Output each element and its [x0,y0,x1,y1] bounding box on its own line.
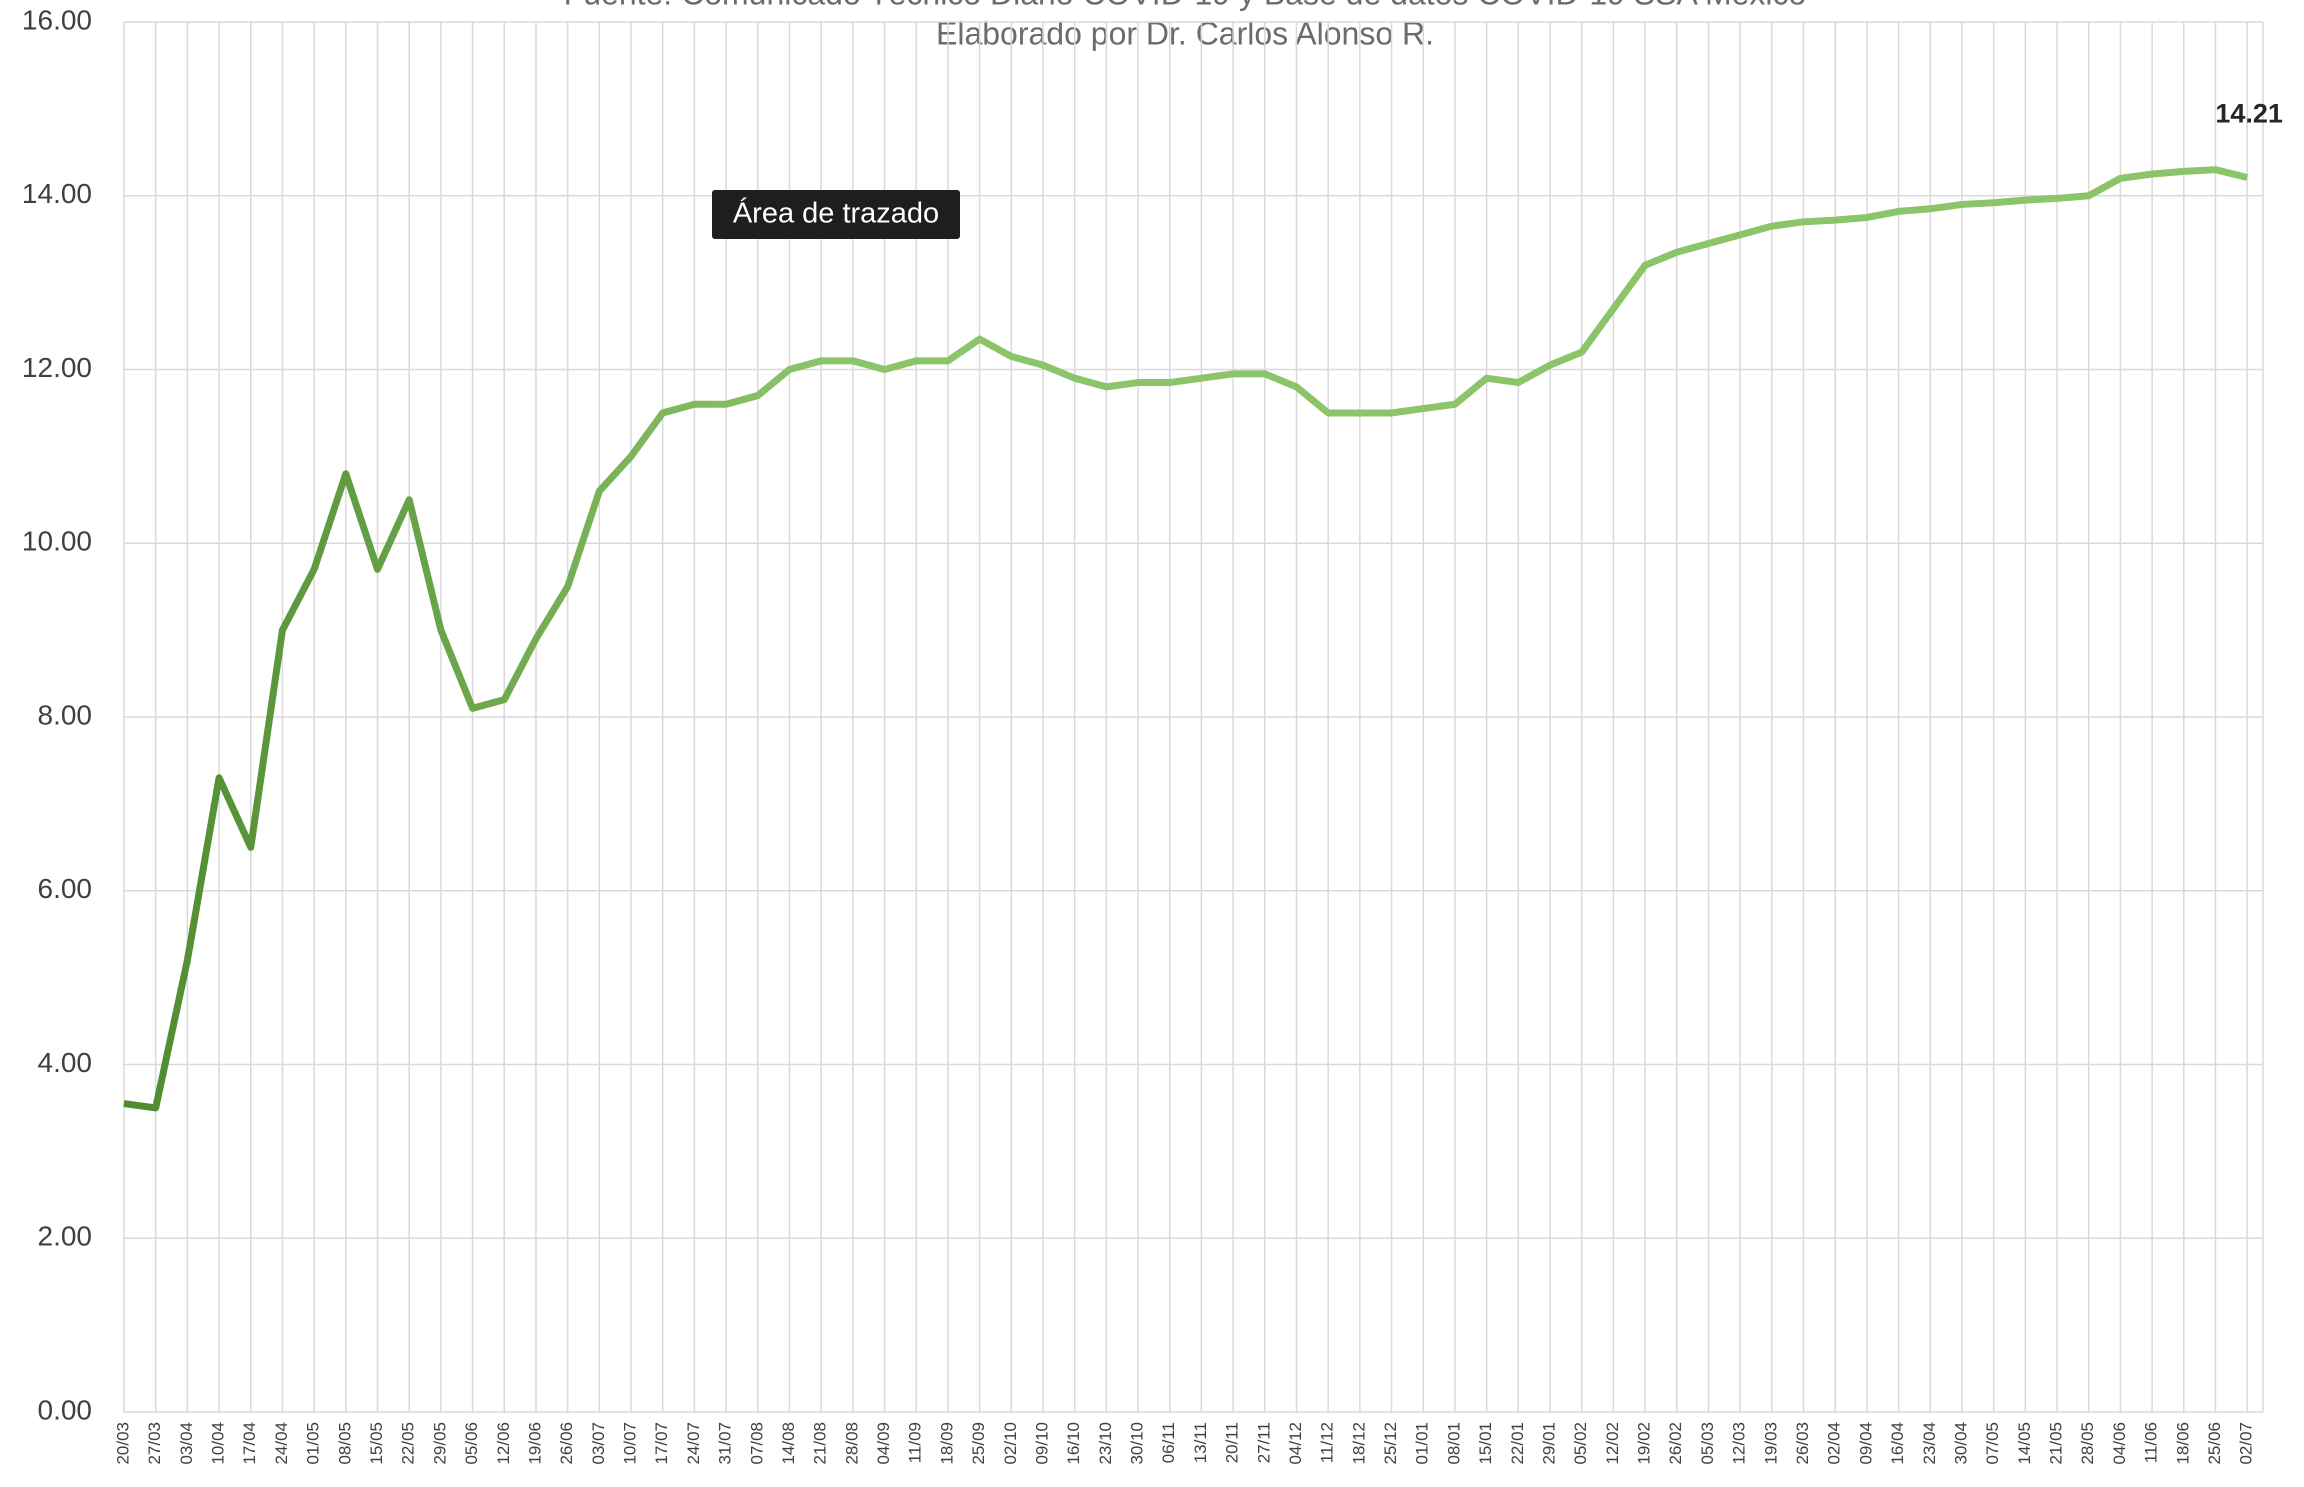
x-tick-label: 15/05 [367,1422,386,1465]
y-tick-label: 0.00 [38,1394,93,1425]
x-tick-label: 25/09 [969,1422,988,1465]
x-tick-label: 31/07 [716,1422,735,1465]
x-tick-label: 16/04 [1888,1422,1907,1465]
x-tick-label: 17/04 [240,1422,259,1465]
y-tick-label: 2.00 [38,1221,93,1252]
x-tick-label: 02/04 [1825,1422,1844,1465]
y-tick-label: 6.00 [38,873,93,904]
x-tick-label: 18/09 [937,1422,956,1465]
x-tick-label: 02/10 [1001,1422,1020,1465]
x-tick-label: 12/03 [1730,1422,1749,1465]
tooltip-text: Área de trazado [733,197,939,230]
series-line [123,166,2248,1112]
x-tick-label: 14/08 [779,1422,798,1465]
x-tick-label: 18/12 [1349,1422,1368,1465]
x-tick-label: 24/07 [684,1422,703,1465]
x-tick-label: 22/05 [399,1422,418,1465]
x-tick-label: 19/03 [1761,1422,1780,1465]
x-tick-label: 05/06 [462,1422,481,1465]
x-tick-label: 23/04 [1920,1422,1939,1465]
x-tick-label: 07/05 [1983,1422,2002,1465]
x-tick-label: 25/06 [2205,1422,2224,1465]
x-tick-label: 26/03 [1793,1422,1812,1465]
x-tick-label: 29/05 [430,1422,449,1465]
x-tick-label: 21/08 [811,1422,830,1465]
x-tick-label: 11/12 [1318,1422,1337,1463]
x-tick-label: 26/02 [1666,1422,1685,1465]
x-tick-label: 01/01 [1413,1422,1432,1465]
x-tick-label: 12/02 [1603,1422,1622,1465]
x-tick-label: 05/03 [1698,1422,1717,1465]
x-tick-label: 22/01 [1508,1422,1527,1465]
x-tick-label: 27/11 [1254,1422,1273,1463]
tooltip-box [712,190,960,239]
x-tick-label: 28/08 [842,1422,861,1465]
x-tick-label: 21/05 [2047,1422,2066,1465]
x-tick-label: 24/04 [272,1422,291,1465]
x-tick-label: 03/07 [589,1422,608,1465]
x-tick-label: 10/04 [209,1422,228,1465]
chart-title: Fuente: Comunicado Técnico Diario COVID-… [564,0,1807,11]
x-tick-label: 26/06 [557,1422,576,1465]
x-tick-label: 19/02 [1635,1422,1654,1465]
x-tick-label: 19/06 [525,1422,544,1465]
x-tick-label: 16/10 [1064,1422,1083,1465]
x-tick-label: 06/11 [1159,1422,1178,1463]
x-tick-label: 30/10 [1128,1422,1147,1465]
x-tick-label: 05/02 [1571,1422,1590,1465]
x-tick-label: 20/11 [1223,1422,1242,1463]
y-tick-label: 4.00 [38,1047,93,1078]
x-tick-label: 13/11 [1191,1422,1210,1463]
x-tick-label: 14/05 [2015,1422,2034,1465]
y-tick-label: 14.00 [22,178,92,209]
x-tick-label: 27/03 [145,1422,164,1465]
x-tick-label: 29/01 [1539,1422,1558,1465]
x-tick-label: 20/03 [113,1422,132,1465]
x-tick-label: 07/08 [747,1422,766,1465]
data-label: 14.21 [2215,99,2283,129]
x-tick-label: 25/12 [1381,1422,1400,1465]
x-tick-label: 04/09 [874,1422,893,1465]
x-tick-label: 23/10 [1096,1422,1115,1465]
y-tick-label: 16.00 [22,4,92,35]
x-tick-label: 12/06 [494,1422,513,1465]
x-tick-label: 18/06 [2173,1422,2192,1465]
x-tick-label: 08/01 [1444,1422,1463,1465]
x-tick-label: 17/07 [652,1422,671,1465]
x-tick-label: 30/04 [1951,1422,1970,1465]
x-tick-label: 15/01 [1476,1422,1495,1465]
x-tick-label: 02/07 [2237,1422,2256,1465]
x-tick-label: 08/05 [335,1422,354,1465]
x-tick-label: 10/07 [621,1422,640,1465]
y-tick-label: 8.00 [38,699,93,730]
x-tick-label: 03/04 [177,1422,196,1465]
x-tick-label: 04/06 [2110,1422,2129,1465]
x-tick-label: 01/05 [304,1422,323,1465]
x-tick-label: 28/05 [2078,1422,2097,1465]
y-tick-label: 12.00 [22,352,92,383]
x-tick-label: 11/09 [906,1422,925,1463]
y-tick-label: 10.00 [22,526,92,557]
x-tick-label: 11/06 [2142,1422,2161,1463]
x-tick-label: 09/04 [1856,1422,1875,1465]
x-tick-label: 09/10 [1032,1422,1051,1465]
x-tick-label: 04/12 [1286,1422,1305,1465]
